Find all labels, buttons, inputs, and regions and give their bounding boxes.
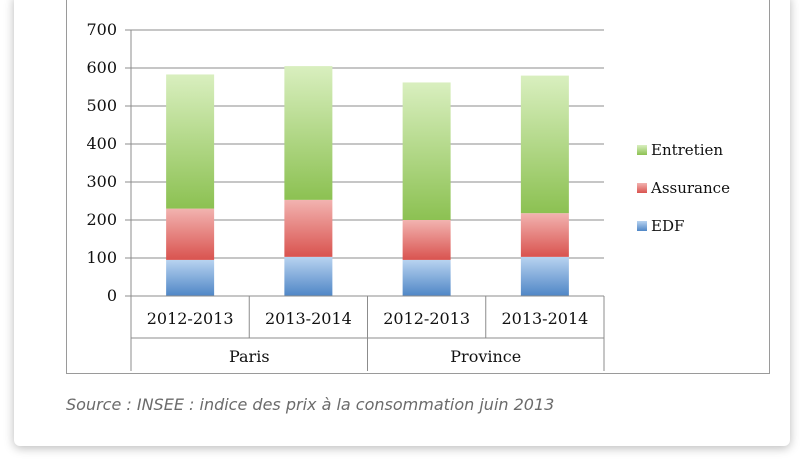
bars <box>166 66 569 296</box>
x-tick-label: 2012-2013 <box>383 309 470 328</box>
x-group-label: Paris <box>229 347 270 366</box>
bar-segment-assurance <box>402 220 451 260</box>
bar-segment-assurance <box>520 213 569 257</box>
bar-segment-edf <box>166 259 215 296</box>
legend-swatch-entretien <box>637 145 647 155</box>
y-tick-label: 0 <box>107 286 117 305</box>
y-tick-label: 500 <box>86 96 117 115</box>
bar-segment-edf <box>402 259 451 296</box>
bar-segment-assurance <box>166 208 215 260</box>
bar-segment-edf <box>284 256 333 296</box>
x-group-label: Province <box>450 347 521 366</box>
source-caption: Source : INSEE : indice des prix à la co… <box>66 395 555 414</box>
bar-segment-entretien <box>520 75 569 214</box>
y-tick-label: 100 <box>86 248 117 267</box>
bar-segment-entretien <box>284 66 333 200</box>
chart-frame: 0 100 200 300 400 500 600 700 2012-2013 2013-201… <box>66 0 770 374</box>
stacked-bar-chart: 0 100 200 300 400 500 600 700 2012-2013 2013-201… <box>86 20 730 371</box>
legend-swatch-edf <box>637 221 647 231</box>
legend-swatch-assurance <box>637 183 647 193</box>
bar-segment-assurance <box>284 199 333 257</box>
chart-card: 0 100 200 300 400 500 600 700 2012-2013 2013-201… <box>14 0 790 446</box>
y-tick-label: 200 <box>86 210 117 229</box>
y-axis-labels: 0 100 200 300 400 500 600 700 <box>86 20 117 305</box>
legend-label-assurance: Assurance <box>650 179 730 197</box>
x-tick-label: 2013-2014 <box>265 309 352 328</box>
x-axis-labels: 2012-2013 2013-2014 2012-2013 2013-2014 Pari… <box>147 309 589 366</box>
y-tick-label: 600 <box>86 58 117 77</box>
legend-label-entretien: Entretien <box>651 141 723 159</box>
x-tick-label: 2012-2013 <box>147 309 234 328</box>
y-tick-label: 400 <box>86 134 117 153</box>
x-tick-label: 2013-2014 <box>501 309 588 328</box>
axes <box>130 30 605 371</box>
legend-label-edf: EDF <box>651 217 684 235</box>
bar-segment-entretien <box>166 74 215 209</box>
bar-segment-edf <box>520 256 569 296</box>
bar-segment-entretien <box>402 82 451 220</box>
legend: Entretien Assurance EDF <box>637 141 730 235</box>
y-tick-label: 300 <box>86 172 117 191</box>
y-tick-label: 700 <box>86 20 117 39</box>
